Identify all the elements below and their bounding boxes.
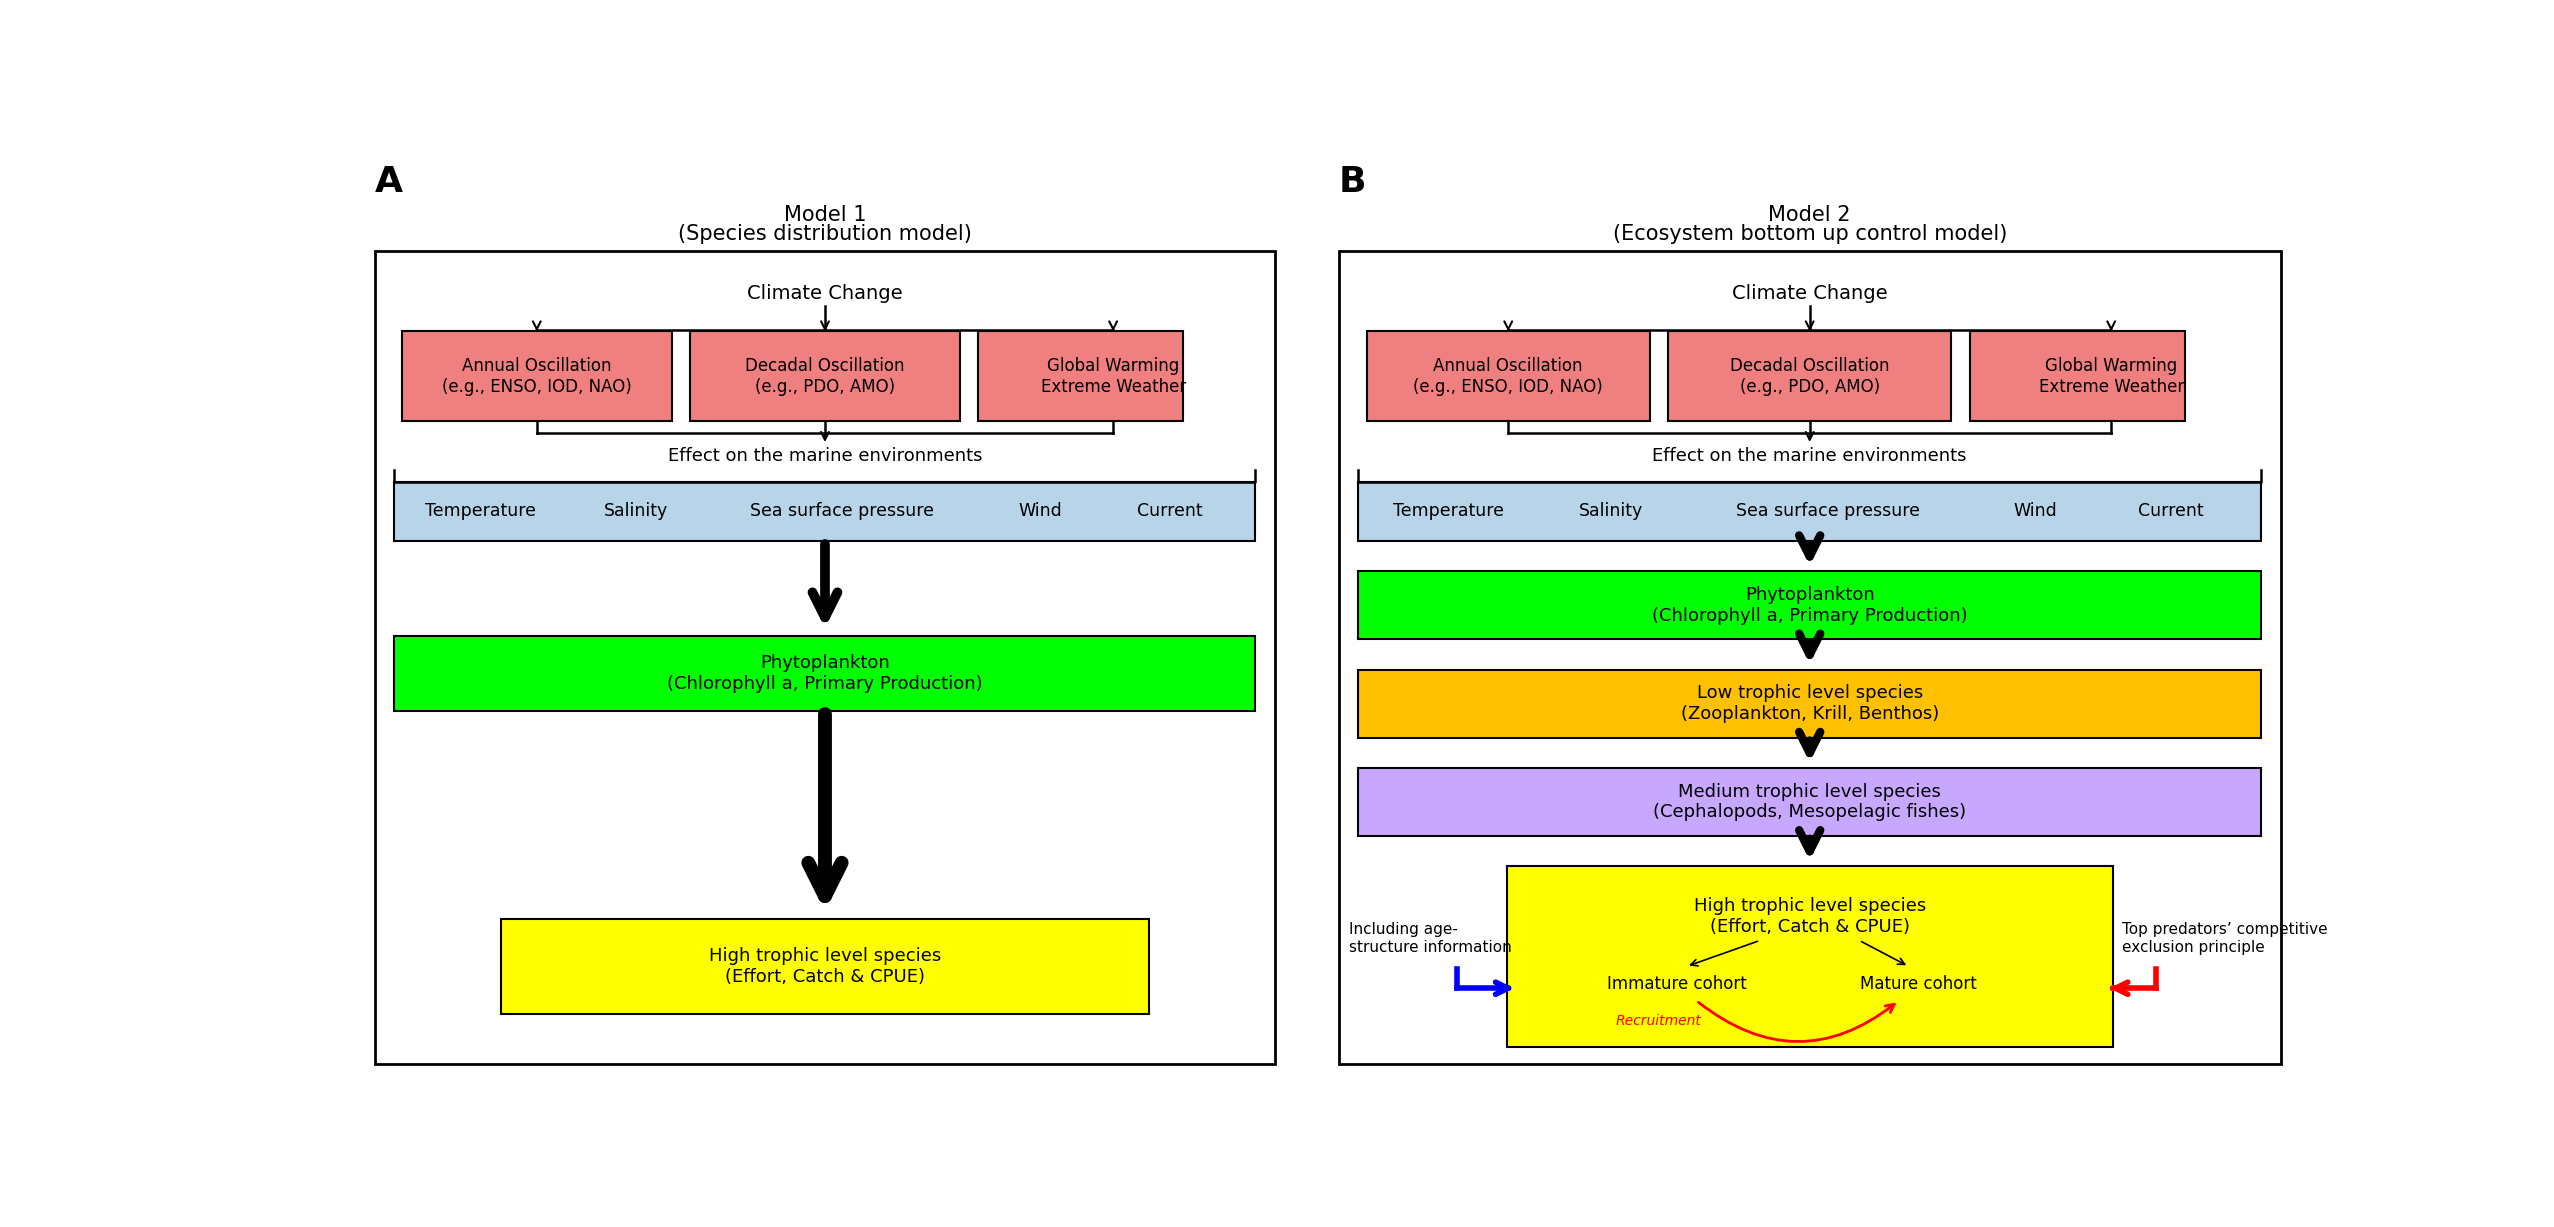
FancyBboxPatch shape	[1507, 866, 2112, 1047]
FancyBboxPatch shape	[1668, 331, 1951, 421]
Text: Recruitment: Recruitment	[1614, 1015, 1701, 1028]
Text: Decadal Oscillation
(e.g., PDO, AMO): Decadal Oscillation (e.g., PDO, AMO)	[746, 357, 904, 396]
Text: Climate Change: Climate Change	[1732, 285, 1887, 303]
Text: Decadal Oscillation
(e.g., PDO, AMO): Decadal Oscillation (e.g., PDO, AMO)	[1729, 357, 1890, 396]
FancyBboxPatch shape	[393, 482, 1257, 541]
Text: Sea surface pressure: Sea surface pressure	[1737, 503, 1921, 520]
FancyBboxPatch shape	[393, 636, 1257, 712]
Text: Model 1: Model 1	[784, 205, 866, 226]
Text: B: B	[1338, 166, 1366, 199]
FancyBboxPatch shape	[1359, 768, 2260, 836]
Text: Mature cohort: Mature cohort	[1859, 974, 1977, 993]
Text: Temperature: Temperature	[1392, 503, 1504, 520]
Text: Immature cohort: Immature cohort	[1606, 974, 1747, 993]
Text: Global Warming
Extreme Weather: Global Warming Extreme Weather	[1039, 357, 1185, 396]
Text: Current: Current	[2138, 503, 2204, 520]
FancyBboxPatch shape	[1366, 331, 1650, 421]
FancyBboxPatch shape	[1359, 670, 2260, 737]
Text: Current: Current	[1137, 503, 1203, 520]
FancyBboxPatch shape	[401, 331, 672, 421]
FancyBboxPatch shape	[978, 331, 1183, 421]
Text: Annual Oscillation
(e.g., ENSO, IOD, NAO): Annual Oscillation (e.g., ENSO, IOD, NAO…	[442, 357, 631, 396]
Text: Effect on the marine environments: Effect on the marine environments	[1652, 447, 1967, 465]
Text: (Species distribution model): (Species distribution model)	[677, 225, 973, 244]
FancyBboxPatch shape	[375, 252, 1274, 1064]
FancyBboxPatch shape	[1338, 252, 2281, 1064]
Text: Low trophic level species
(Zooplankton, Krill, Benthos): Low trophic level species (Zooplankton, …	[1681, 685, 1938, 723]
FancyBboxPatch shape	[501, 919, 1149, 1014]
Text: Wind: Wind	[1019, 503, 1062, 520]
Text: Including age-
structure information: Including age- structure information	[1349, 923, 1512, 955]
Text: Temperature: Temperature	[424, 503, 536, 520]
Text: (Ecosystem bottom up control model): (Ecosystem bottom up control model)	[1612, 225, 2007, 244]
Text: Sea surface pressure: Sea surface pressure	[751, 503, 935, 520]
Text: Global Warming
Extreme Weather: Global Warming Extreme Weather	[2038, 357, 2184, 396]
FancyBboxPatch shape	[690, 331, 960, 421]
Text: Phytoplankton
(Chlorophyll a, Primary Production): Phytoplankton (Chlorophyll a, Primary Pr…	[667, 654, 983, 693]
FancyBboxPatch shape	[1359, 482, 2260, 541]
Text: Phytoplankton
(Chlorophyll a, Primary Production): Phytoplankton (Chlorophyll a, Primary Pr…	[1652, 587, 1967, 625]
Text: Salinity: Salinity	[1578, 503, 1642, 520]
FancyBboxPatch shape	[1359, 572, 2260, 639]
Text: Salinity: Salinity	[603, 503, 667, 520]
Text: Wind: Wind	[2013, 503, 2056, 520]
FancyBboxPatch shape	[1969, 331, 2184, 421]
Text: Medium trophic level species
(Cephalopods, Mesopelagic fishes): Medium trophic level species (Cephalopod…	[1652, 783, 1967, 821]
Text: A: A	[375, 166, 404, 199]
Text: Top predators’ competitive
exclusion principle: Top predators’ competitive exclusion pri…	[2122, 923, 2329, 955]
Text: Model 2: Model 2	[1767, 205, 1852, 226]
Text: Effect on the marine environments: Effect on the marine environments	[667, 447, 983, 465]
Text: High trophic level species
(Effort, Catch & CPUE): High trophic level species (Effort, Catc…	[1693, 897, 1926, 936]
Text: Climate Change: Climate Change	[748, 285, 902, 303]
FancyArrowPatch shape	[1698, 1002, 1895, 1042]
Text: Annual Oscillation
(e.g., ENSO, IOD, NAO): Annual Oscillation (e.g., ENSO, IOD, NAO…	[1412, 357, 1604, 396]
Text: High trophic level species
(Effort, Catch & CPUE): High trophic level species (Effort, Catc…	[710, 947, 940, 985]
